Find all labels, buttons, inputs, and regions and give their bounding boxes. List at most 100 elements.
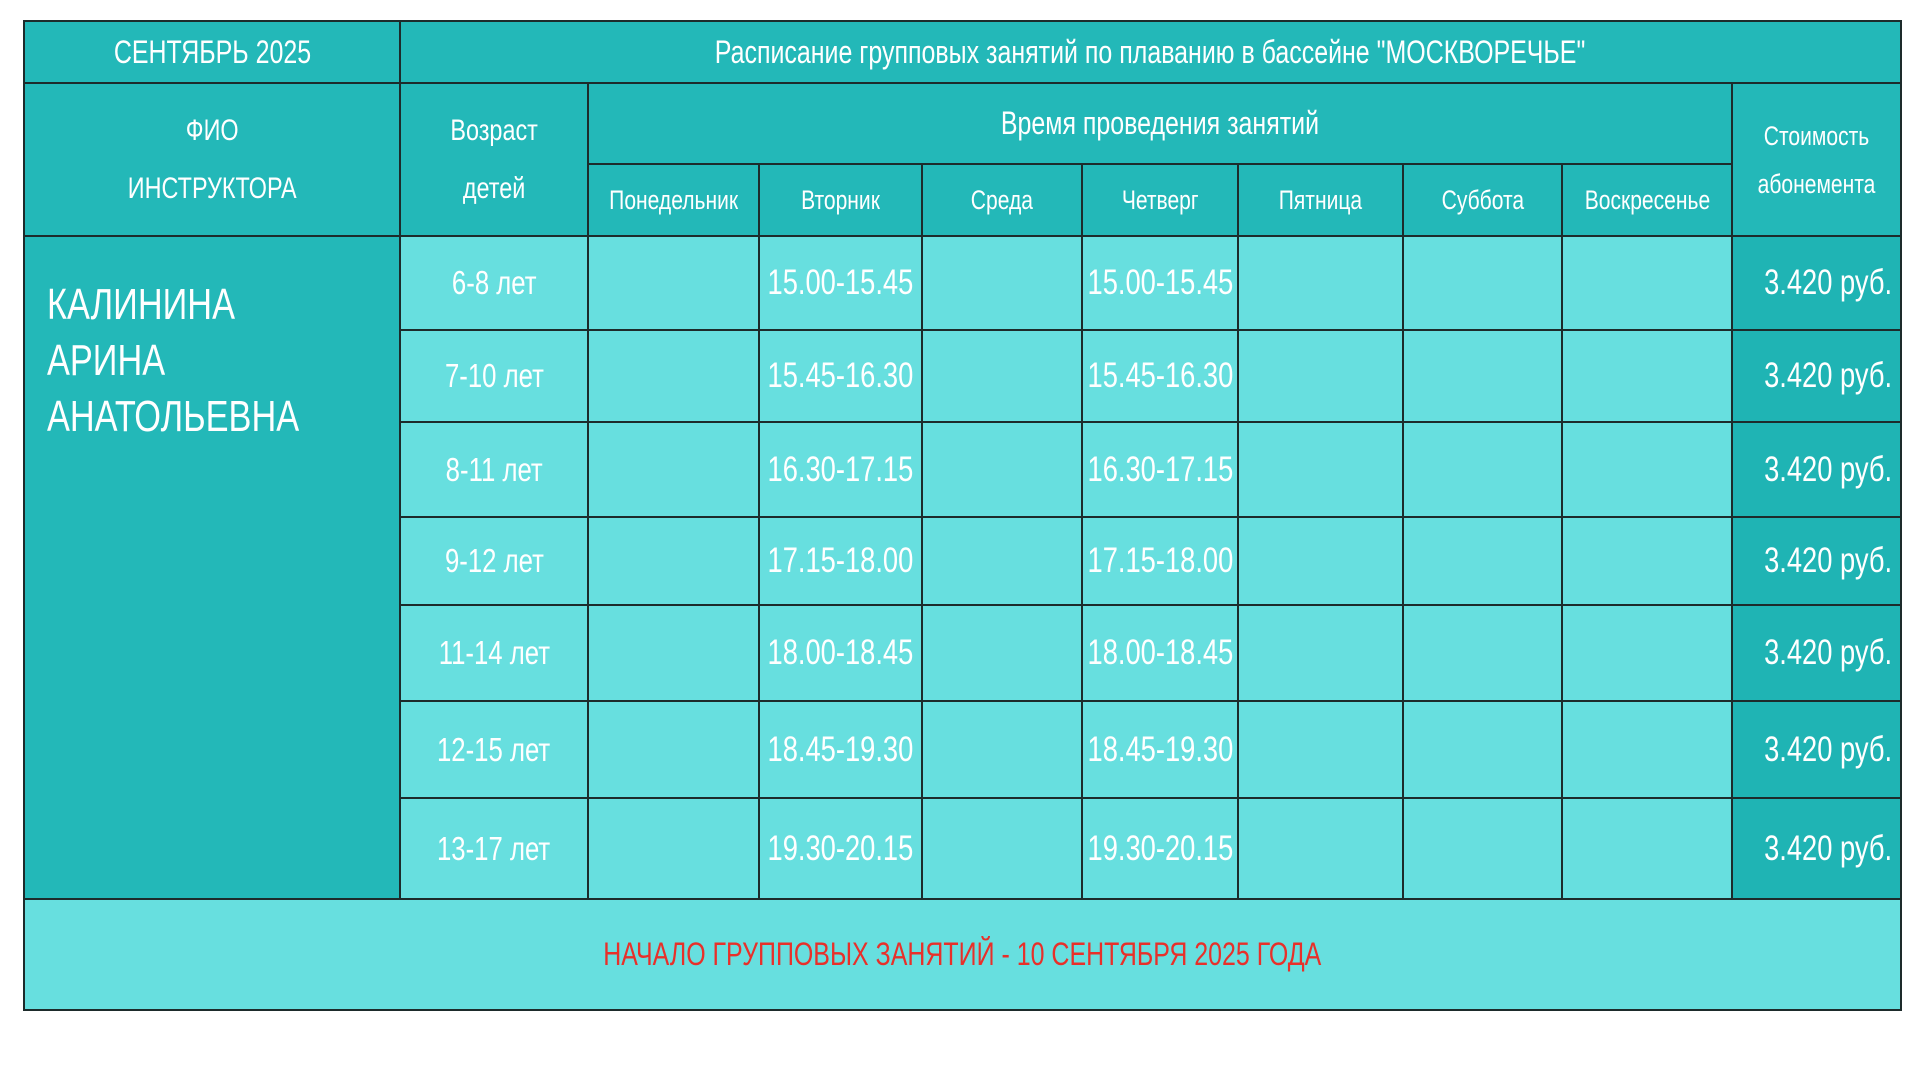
empty-slot bbox=[1561, 516, 1733, 606]
time-slot: 15.45-16.30 bbox=[1081, 329, 1239, 423]
age-cell-text: 11-14 лет bbox=[438, 634, 549, 672]
empty-slot bbox=[587, 421, 760, 518]
empty-slot bbox=[1237, 797, 1404, 900]
time-slot-text: 15.00-15.45 bbox=[768, 263, 914, 303]
empty-slot bbox=[921, 329, 1083, 423]
price-cell: 3.420 руб. bbox=[1731, 797, 1902, 900]
age-cell-text: 13-17 лет bbox=[437, 830, 550, 868]
month-label: СЕНТЯБРЬ 2025 bbox=[23, 20, 401, 84]
time-slot-text: 18.00-18.45 bbox=[1087, 633, 1233, 673]
age-cell: 8-11 лет bbox=[399, 421, 589, 518]
empty-slot bbox=[1402, 421, 1563, 518]
day-header-6-label: Воскресенье bbox=[1584, 184, 1710, 215]
price-header-label: Стоимость bbox=[1763, 120, 1870, 151]
age-cell-label: 11-14 лет bbox=[438, 634, 550, 671]
price-cell-label: 3.420 руб. bbox=[1764, 449, 1892, 489]
day-header-1-text: Вторник bbox=[801, 185, 880, 216]
time-group-header-text: Время проведения занятий bbox=[1001, 105, 1319, 142]
time-slot-text: 18.45-19.30 bbox=[1087, 730, 1233, 770]
day-header-2-label: Среда bbox=[970, 184, 1034, 215]
empty-slot bbox=[1402, 235, 1563, 331]
time-slot: 15.45-16.30 bbox=[758, 329, 923, 423]
price-cell: 3.420 руб. bbox=[1731, 235, 1902, 331]
empty-slot bbox=[1561, 700, 1733, 799]
instructor-header: ФИО ИНСТРУКТОРА bbox=[23, 82, 401, 237]
day-header-2-text: Среда bbox=[971, 185, 1033, 216]
age-cell-label: 8-11 лет bbox=[445, 450, 543, 488]
age-cell: 13-17 лет bbox=[399, 797, 589, 900]
age-cell-text: 8-11 лет bbox=[445, 451, 542, 489]
price-cell-text: 3.420 руб. bbox=[1764, 541, 1892, 581]
empty-slot bbox=[587, 329, 760, 423]
time-slot-label: 17.15-18.00 bbox=[1087, 541, 1233, 580]
start-date-notice-text: НАЧАЛО ГРУППОВЫХ ЗАНЯТИЙ - 10 СЕНТЯБРЯ 2… bbox=[603, 936, 1321, 973]
age-header-label: детей bbox=[462, 171, 526, 205]
price-cell: 3.420 руб. bbox=[1731, 700, 1902, 799]
empty-slot bbox=[1402, 604, 1563, 702]
empty-slot bbox=[1237, 700, 1404, 799]
time-slot: 15.00-15.45 bbox=[758, 235, 923, 331]
day-header-3: Четверг bbox=[1081, 163, 1239, 237]
day-header-3-label: Четверг bbox=[1121, 184, 1199, 215]
age-cell-text: 6-8 лет bbox=[452, 264, 537, 302]
empty-slot bbox=[921, 516, 1083, 606]
time-slot: 18.45-19.30 bbox=[1081, 700, 1239, 799]
time-slot-text: 19.30-20.15 bbox=[768, 829, 914, 869]
instructor-name-label: КАЛИНИНА bbox=[47, 280, 235, 329]
day-header-1: Вторник bbox=[758, 163, 923, 237]
time-slot-label: 18.45-19.30 bbox=[767, 729, 914, 769]
time-slot-label: 17.15-18.00 bbox=[767, 541, 914, 580]
age-cell: 11-14 лет bbox=[399, 604, 589, 702]
empty-slot bbox=[1561, 329, 1733, 423]
age-cell-label: 13-17 лет bbox=[437, 829, 551, 867]
time-slot-label: 19.30-20.15 bbox=[1087, 828, 1233, 868]
price-cell-label: 3.420 руб. bbox=[1764, 541, 1892, 580]
age-cell-label: 6-8 лет bbox=[451, 264, 537, 301]
price-cell-label: 3.420 руб. bbox=[1764, 729, 1892, 769]
age-cell-label: 7-10 лет bbox=[444, 357, 544, 394]
time-slot-text: 16.30-17.15 bbox=[768, 450, 914, 490]
day-header-4: Пятница bbox=[1237, 163, 1404, 237]
time-slot: 15.00-15.45 bbox=[1081, 235, 1239, 331]
price-cell: 3.420 руб. bbox=[1731, 421, 1902, 518]
day-header-5-label: Суббота bbox=[1441, 184, 1524, 215]
day-header-2: Среда bbox=[921, 163, 1083, 237]
time-slot: 16.30-17.15 bbox=[1081, 421, 1239, 518]
price-cell-label: 3.420 руб. bbox=[1764, 356, 1892, 395]
empty-slot bbox=[1402, 516, 1563, 606]
time-slot-label: 15.00-15.45 bbox=[767, 263, 914, 302]
time-slot-label: 19.30-20.15 bbox=[767, 828, 914, 868]
empty-slot bbox=[921, 604, 1083, 702]
price-cell-label: 3.420 руб. bbox=[1764, 633, 1892, 672]
day-header-0: Понедельник bbox=[587, 163, 760, 237]
empty-slot bbox=[1237, 516, 1404, 606]
time-slot: 16.30-17.15 bbox=[758, 421, 923, 518]
price-header-text: Стоимость абонемента bbox=[1758, 112, 1876, 208]
empty-slot bbox=[587, 700, 760, 799]
empty-slot bbox=[1237, 329, 1404, 423]
empty-slot bbox=[1237, 421, 1404, 518]
age-cell: 9-12 лет bbox=[399, 516, 589, 606]
time-slot-text: 17.15-18.00 bbox=[1087, 541, 1233, 581]
instructor-header-label: ИНСТРУКТОРА bbox=[127, 171, 297, 205]
empty-slot bbox=[587, 797, 760, 900]
month-label-label: СЕНТЯБРЬ 2025 bbox=[113, 33, 311, 70]
instructor-header-label: ФИО bbox=[185, 113, 239, 147]
day-header-5: Суббота bbox=[1402, 163, 1563, 237]
time-group-header-label: Время проведения занятий bbox=[1000, 105, 1320, 141]
day-header-1-label: Вторник bbox=[801, 184, 880, 215]
age-cell: 6-8 лет bbox=[399, 235, 589, 331]
age-cell: 12-15 лет bbox=[399, 700, 589, 799]
time-slot: 18.00-18.45 bbox=[1081, 604, 1239, 702]
price-cell-label: 3.420 руб. bbox=[1764, 263, 1892, 302]
empty-slot bbox=[921, 235, 1083, 331]
empty-slot bbox=[921, 421, 1083, 518]
empty-slot bbox=[921, 797, 1083, 900]
age-cell-text: 12-15 лет bbox=[437, 731, 550, 769]
age-cell-text: 7-10 лет bbox=[445, 357, 544, 395]
empty-slot bbox=[1237, 235, 1404, 331]
price-header-label: абонемента bbox=[1757, 168, 1876, 199]
schedule-title: Расписание групповых занятий по плаванию… bbox=[399, 20, 1902, 84]
empty-slot bbox=[1561, 421, 1733, 518]
time-slot: 18.45-19.30 bbox=[758, 700, 923, 799]
